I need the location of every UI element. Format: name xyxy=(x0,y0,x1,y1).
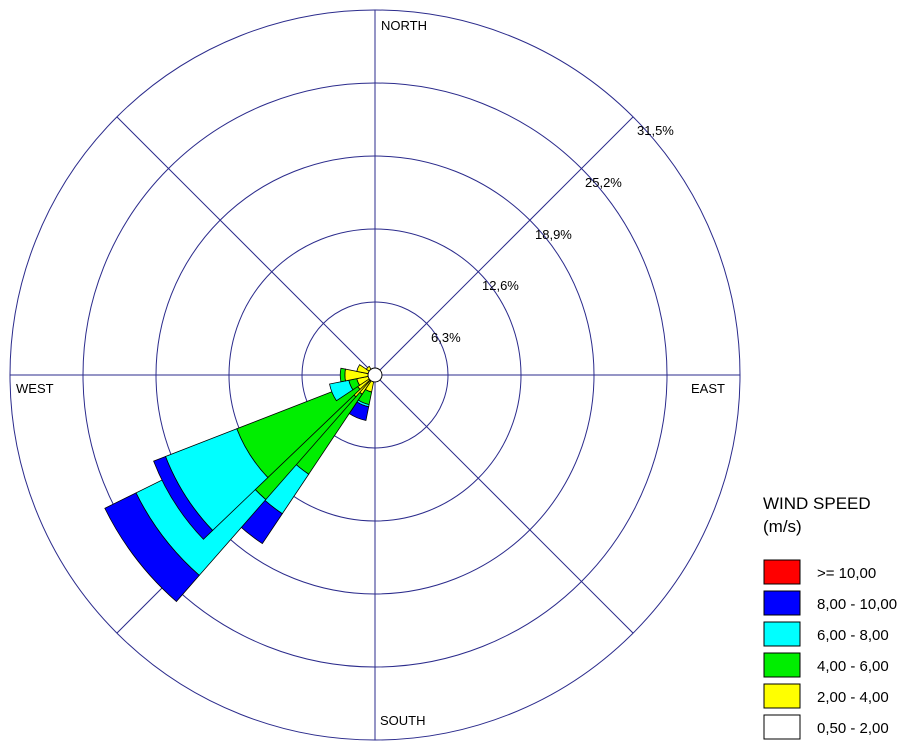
legend-items: >= 10,00 8,00 - 10,00 6,00 - 8,00 4,00 - 6,… xyxy=(763,559,897,740)
legend-swatch-3 xyxy=(763,652,801,678)
ring-label-2: 12,6% xyxy=(482,278,519,293)
legend-label-5: 0,50 - 2,00 xyxy=(817,720,889,737)
east-label: EAST xyxy=(691,381,725,396)
calm-circle xyxy=(367,367,383,383)
legend-unit: (m/s) xyxy=(763,517,802,536)
ring-label-1: 6,3% xyxy=(431,330,461,345)
legend-swatch-5 xyxy=(763,714,801,740)
legend-swatch-2 xyxy=(763,621,801,647)
sector-7-bin-2 xyxy=(339,367,346,383)
legend-label-1: 8,00 - 10,00 xyxy=(817,596,897,613)
ring-label-3: 18,9% xyxy=(535,227,572,242)
wind-sectors xyxy=(104,364,379,603)
south-label: SOUTH xyxy=(380,713,426,728)
legend-label-0: >= 10,00 xyxy=(817,565,876,582)
ring-label-5: 31,5% xyxy=(637,123,674,138)
legend-swatch-4 xyxy=(763,683,801,709)
sector-6-bin-3 xyxy=(329,379,354,402)
calm-center xyxy=(367,367,383,383)
legend: WIND SPEED (m/s) >= 10,00 8,00 - 10,00 6,0… xyxy=(763,494,897,740)
sector-5-bin-4 xyxy=(153,455,214,540)
legend-swatch-0 xyxy=(763,559,801,585)
legend-label-3: 4,00 - 6,00 xyxy=(817,658,889,675)
west-label: WEST xyxy=(16,381,54,396)
sector-4-bin-4 xyxy=(104,492,200,603)
legend-swatch-1 xyxy=(763,590,801,616)
north-label: NORTH xyxy=(381,18,427,33)
legend-label-2: 6,00 - 8,00 xyxy=(817,627,889,644)
legend-label-4: 2,00 - 4,00 xyxy=(817,689,889,706)
ring-label-4: 25,2% xyxy=(585,175,622,190)
legend-title: WIND SPEED xyxy=(763,494,871,513)
